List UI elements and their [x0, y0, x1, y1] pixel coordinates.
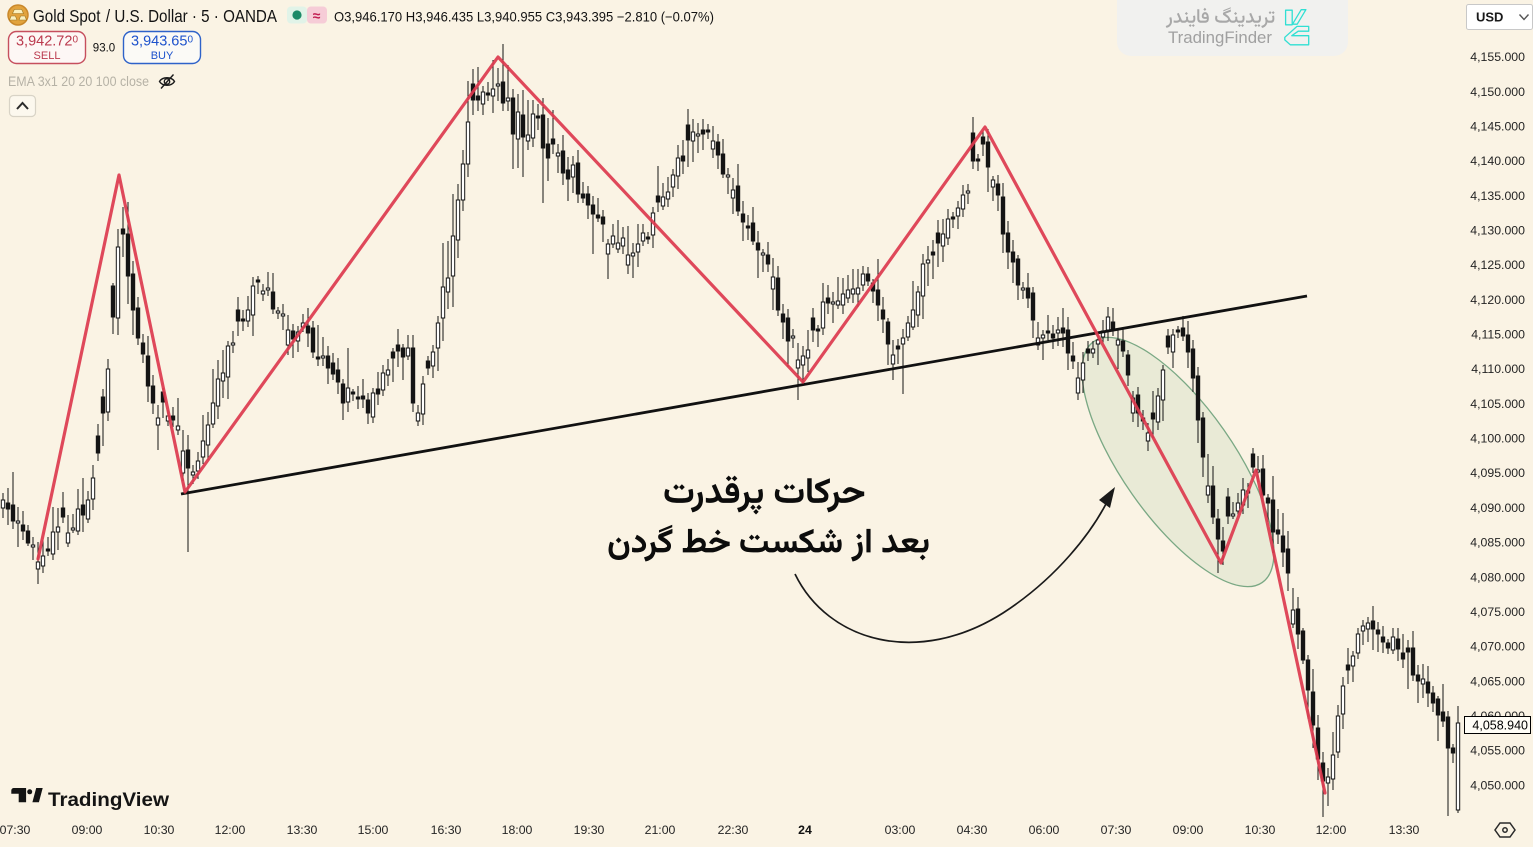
svg-text:4,058.940: 4,058.940	[1472, 719, 1528, 733]
svg-text:BUY: BUY	[151, 50, 174, 62]
svg-text:12:00: 12:00	[1316, 823, 1347, 837]
svg-text:EMA 3x1 20 20 100 close: EMA 3x1 20 20 100 close	[8, 74, 149, 89]
svg-text:13:30: 13:30	[287, 823, 318, 837]
svg-text:16:30: 16:30	[431, 823, 462, 837]
svg-text:18:00: 18:00	[502, 823, 533, 837]
svg-text:4,080.000: 4,080.000	[1470, 570, 1525, 584]
svg-text:03:00: 03:00	[885, 823, 916, 837]
svg-text:15:00: 15:00	[358, 823, 389, 837]
svg-text:4,140.000: 4,140.000	[1470, 154, 1525, 168]
svg-text:TradingFinder: TradingFinder	[1168, 29, 1273, 47]
svg-text:07:30: 07:30	[1101, 823, 1132, 837]
svg-text:4,055.000: 4,055.000	[1470, 744, 1525, 758]
svg-text:4,090.000: 4,090.000	[1470, 501, 1525, 515]
svg-text:4,065.000: 4,065.000	[1470, 674, 1525, 688]
svg-text:3,943.650: 3,943.650	[131, 34, 193, 50]
svg-text:≈: ≈	[313, 8, 321, 24]
svg-text:22:30: 22:30	[718, 823, 749, 837]
svg-text:93.0: 93.0	[93, 43, 115, 55]
svg-text:4,105.000: 4,105.000	[1470, 397, 1525, 411]
svg-text:19:30: 19:30	[574, 823, 605, 837]
svg-text:4,075.000: 4,075.000	[1470, 605, 1525, 619]
svg-text:10:30: 10:30	[144, 823, 175, 837]
svg-text:SELL: SELL	[34, 50, 61, 62]
svg-text:4,135.000: 4,135.000	[1470, 189, 1525, 203]
svg-text:07:30: 07:30	[0, 823, 31, 837]
svg-text:21:00: 21:00	[645, 823, 676, 837]
svg-text:O3,946.170 H3,946.435 L3,940.9: O3,946.170 H3,946.435 L3,940.955 C3,943.…	[334, 10, 714, 25]
svg-text:4,085.000: 4,085.000	[1470, 536, 1525, 550]
svg-text:4,145.000: 4,145.000	[1470, 120, 1525, 134]
svg-text:4,095.000: 4,095.000	[1470, 466, 1525, 480]
svg-text:4,070.000: 4,070.000	[1470, 640, 1525, 654]
svg-text:4,150.000: 4,150.000	[1470, 85, 1525, 99]
svg-text:4,155.000: 4,155.000	[1470, 50, 1525, 64]
svg-text:4,120.000: 4,120.000	[1470, 293, 1525, 307]
svg-text:09:00: 09:00	[72, 823, 103, 837]
svg-text:Gold Spot / U.S. Dollar · 5 ·: Gold Spot / U.S. Dollar · 5 · OANDA	[33, 6, 277, 26]
svg-text:04:30: 04:30	[957, 823, 988, 837]
svg-text:4,100.000: 4,100.000	[1470, 432, 1525, 446]
svg-text:4,115.000: 4,115.000	[1471, 328, 1525, 342]
svg-text:4,130.000: 4,130.000	[1470, 224, 1525, 238]
svg-text:USD: USD	[1476, 10, 1503, 25]
svg-text:4,125.000: 4,125.000	[1470, 258, 1525, 272]
svg-text:09:00: 09:00	[1173, 823, 1204, 837]
svg-text:4,110.000: 4,110.000	[1471, 362, 1525, 376]
svg-text:4,050.000: 4,050.000	[1470, 778, 1525, 792]
svg-text:3,942.720: 3,942.720	[16, 34, 78, 50]
svg-text:24: 24	[798, 823, 812, 837]
svg-text:06:00: 06:00	[1029, 823, 1060, 837]
svg-text:13:30: 13:30	[1389, 823, 1420, 837]
svg-text:12:00: 12:00	[215, 823, 246, 837]
svg-text:10:30: 10:30	[1245, 823, 1276, 837]
svg-text:TradingView: TradingView	[48, 789, 170, 811]
